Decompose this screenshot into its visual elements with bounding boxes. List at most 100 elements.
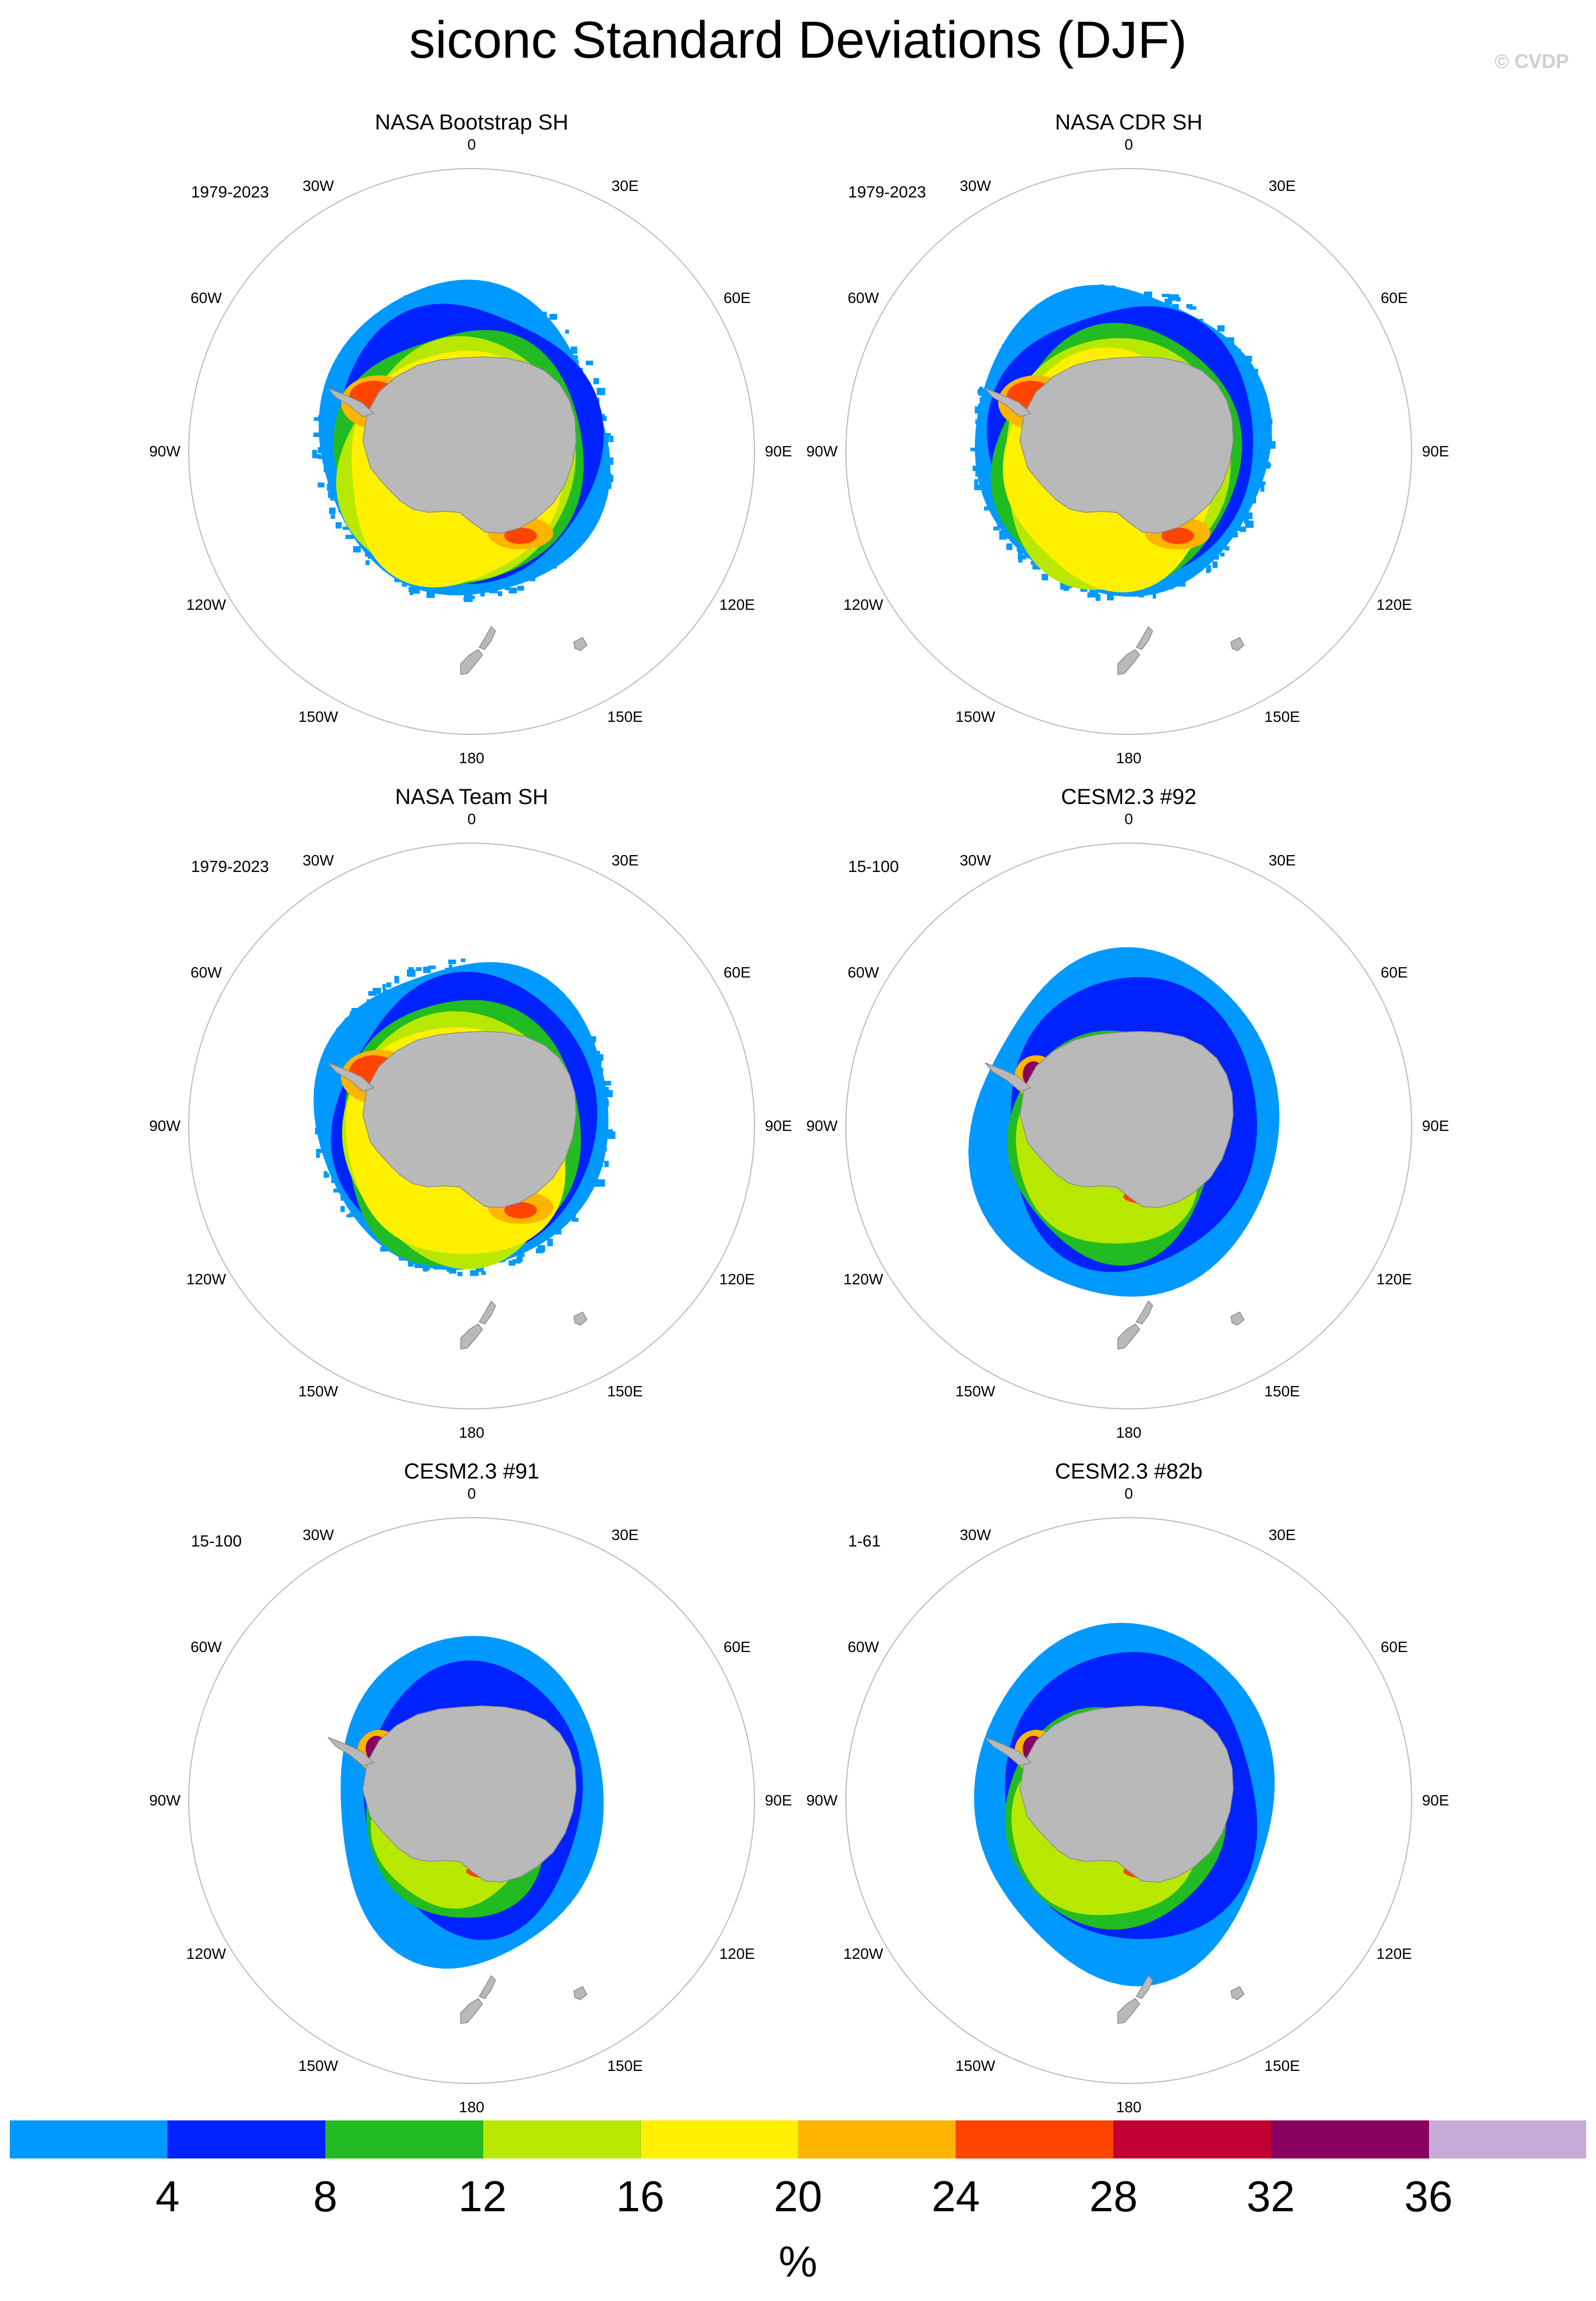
- colorbar-segment: [1271, 2120, 1430, 2158]
- panel-title: NASA CDR SH: [1055, 110, 1203, 134]
- polar-map: [188, 843, 755, 1409]
- lon-label: 90W: [149, 1792, 181, 1809]
- polar-map: [188, 168, 755, 735]
- lon-label: 150E: [1264, 708, 1300, 725]
- lon-label: 30W: [302, 177, 334, 194]
- lon-label: 150E: [1264, 1383, 1300, 1400]
- lon-label: 150W: [298, 708, 338, 725]
- lon-label: 150E: [607, 2057, 643, 2074]
- lon-label: 30E: [1269, 177, 1296, 194]
- colorbar-tick-label: 16: [616, 2172, 665, 2220]
- lon-label: 30E: [1269, 852, 1296, 869]
- map-boundary: [188, 168, 755, 735]
- lon-label: 180: [1116, 750, 1142, 766]
- lon-label: 30E: [611, 177, 639, 194]
- ross-core: [504, 1202, 537, 1218]
- colorbar-segment: [1429, 2120, 1587, 2158]
- lon-label: 60W: [190, 964, 222, 981]
- lon-label: 30W: [302, 1526, 334, 1543]
- lon-label: 60E: [723, 1638, 751, 1655]
- lon-label: 180: [1116, 1424, 1142, 1441]
- colorbar: [10, 2120, 1587, 2158]
- lon-label: 60E: [1381, 964, 1408, 981]
- lon-label: 120E: [1376, 1271, 1412, 1288]
- lon-label: 30E: [611, 1526, 639, 1543]
- lon-label: 120W: [843, 1271, 883, 1288]
- lon-label: 120W: [186, 1271, 226, 1288]
- colorbar-tick-label: 28: [1089, 2172, 1138, 2220]
- map-boundary: [845, 168, 1412, 735]
- polar-map: [845, 168, 1412, 735]
- lon-label: 90W: [806, 443, 838, 460]
- panel-title: NASA Team SH: [395, 785, 548, 809]
- lon-label: 90E: [765, 1117, 792, 1134]
- lon-label: 150W: [298, 1383, 338, 1400]
- lon-label: 0: [467, 1485, 476, 1502]
- lon-label: 150E: [607, 1383, 643, 1400]
- ross-core: [1161, 528, 1194, 544]
- panel-period: 15-100: [191, 1532, 242, 1550]
- colorbar-segment: [325, 2120, 483, 2158]
- lon-label: 120W: [843, 596, 883, 613]
- map-panel-nasa-cdr-sh: NASA CDR SH 1979-2023 0 30E 60E 90E 120E 150E…: [802, 109, 1455, 783]
- panel-period: 1979-2023: [191, 858, 269, 876]
- lon-label: 0: [467, 811, 476, 827]
- lon-label: 180: [1116, 2099, 1142, 2116]
- ross-core: [504, 528, 537, 544]
- lon-label: 30W: [960, 177, 991, 194]
- lon-label: 120W: [186, 1945, 226, 1962]
- lon-label: 90E: [1422, 1792, 1449, 1809]
- lon-label: 60E: [723, 289, 751, 306]
- lon-label: 90W: [806, 1792, 838, 1809]
- map-panel-nasa-bootstrap-sh: NASA Bootstrap SH 1979-2023 0 30E 60E 90E 12…: [145, 109, 798, 783]
- panel-period: 15-100: [848, 858, 899, 876]
- lon-label: 90E: [765, 443, 792, 460]
- lon-label: 60W: [848, 964, 879, 981]
- colorbar-segment: [482, 2120, 641, 2158]
- panel-period: 1-61: [848, 1532, 881, 1550]
- colorbar-units: %: [778, 2237, 818, 2286]
- lon-label: 30E: [611, 852, 639, 869]
- lon-label: 0: [1124, 1485, 1133, 1502]
- lon-label: 60W: [190, 1638, 222, 1655]
- lon-label: 30E: [1269, 1526, 1296, 1543]
- lon-label: 150W: [955, 2057, 995, 2074]
- lon-label: 90W: [149, 443, 181, 460]
- lon-label: 90W: [806, 1117, 838, 1134]
- colorbar-tick-label: 24: [931, 2172, 980, 2220]
- panel-title: NASA Bootstrap SH: [375, 110, 568, 134]
- map-panel-nasa-team-sh: NASA Team SH 1979-2023 0 30E 60E 90E 120E 150…: [145, 783, 798, 1458]
- colorbar-tick-label: 32: [1246, 2172, 1295, 2220]
- colorbar-segment: [640, 2120, 799, 2158]
- lon-label: 90E: [1422, 443, 1449, 460]
- lon-label: 90W: [149, 1117, 181, 1134]
- lon-label: 0: [467, 136, 476, 153]
- lon-label: 180: [459, 2099, 485, 2116]
- credit-watermark: © CVDP: [1494, 50, 1569, 72]
- lon-label: 30W: [302, 852, 334, 869]
- lon-label: 150W: [298, 2057, 338, 2074]
- colorbar-tick-label: 36: [1404, 2172, 1453, 2220]
- map-boundary: [188, 843, 755, 1409]
- lon-label: 150W: [955, 708, 995, 725]
- colorbar-tick-label: 12: [458, 2172, 507, 2220]
- panel-title: CESM2.3 #92: [1061, 785, 1197, 809]
- lon-label: 60W: [848, 1638, 879, 1655]
- lon-label: 120W: [186, 596, 226, 613]
- lon-label: 60E: [723, 964, 751, 981]
- polar-map: [845, 1517, 1412, 2084]
- figure-title: siconc Standard Deviations (DJF): [409, 11, 1187, 69]
- lon-label: 60E: [1381, 289, 1408, 306]
- lon-label: 120E: [1376, 1945, 1412, 1962]
- polar-map: [188, 1517, 755, 2084]
- lon-label: 30W: [960, 852, 991, 869]
- lon-label: 120E: [719, 1945, 755, 1962]
- map-panel-cesm23-82b: CESM2.3 #82b 1-61 0 30E 60E 90E 120E 150E 180 1…: [802, 1458, 1455, 2132]
- lon-label: 150W: [955, 1383, 995, 1400]
- colorbar-tick-label: 20: [774, 2172, 822, 2220]
- lon-label: 90E: [765, 1792, 792, 1809]
- lon-label: 90E: [1422, 1117, 1449, 1134]
- lon-label: 60E: [1381, 1638, 1408, 1655]
- lon-label: 60W: [848, 289, 879, 306]
- panel-title: CESM2.3 #82b: [1055, 1459, 1203, 1483]
